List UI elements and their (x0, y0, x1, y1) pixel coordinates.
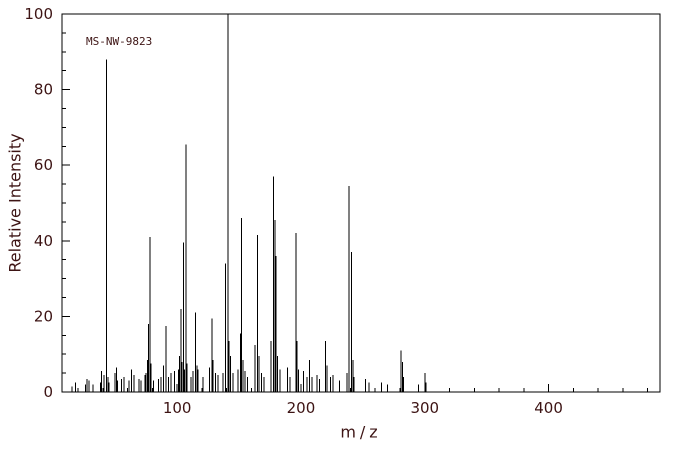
svg-text:100: 100 (163, 399, 192, 417)
y-axis-title: Relative Intensity (5, 133, 25, 273)
svg-text:80: 80 (34, 81, 53, 99)
svg-text:60: 60 (34, 156, 53, 174)
svg-text:40: 40 (34, 232, 53, 250)
spectrum-id-annotation: MS-NW-9823 (86, 35, 153, 48)
svg-text:0: 0 (43, 383, 53, 401)
svg-text:20: 20 (34, 307, 53, 325)
svg-text:100: 100 (24, 5, 53, 23)
svg-text:300: 300 (410, 399, 439, 417)
svg-text:400: 400 (534, 399, 563, 417)
x-axis-title: m/z (340, 422, 382, 442)
svg-text:200: 200 (287, 399, 316, 417)
